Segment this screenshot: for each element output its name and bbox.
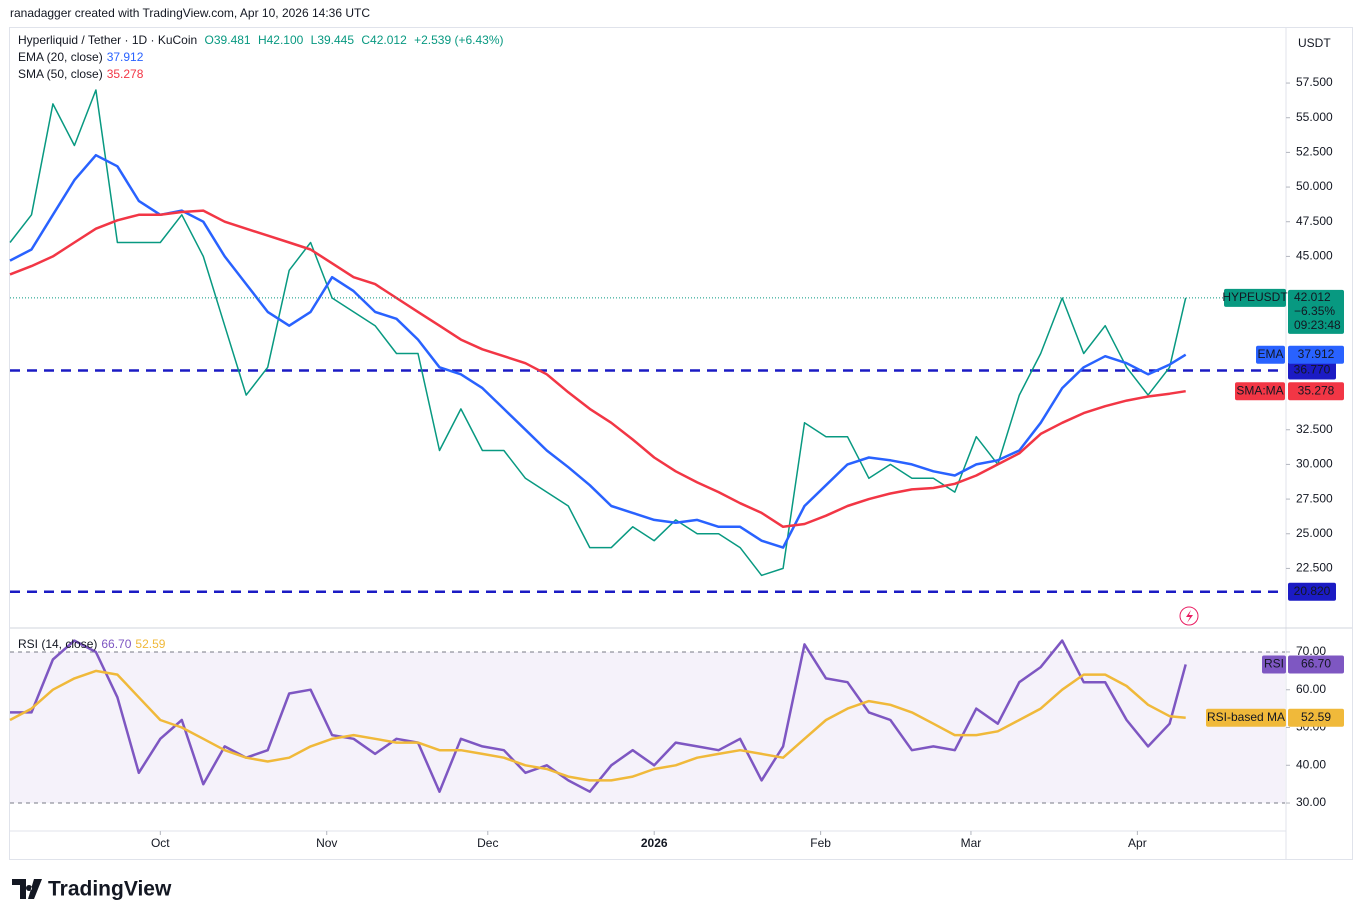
author-line: ranadagger created with TradingView.com,…	[10, 6, 370, 20]
rsi-ma-badge-value-box	[1288, 708, 1344, 727]
legend-entry: SMA (50, close) 35.278	[18, 67, 144, 81]
level-label-box	[1288, 361, 1336, 380]
series-badge-name-box	[1235, 382, 1285, 401]
x-tick-label: Oct	[151, 836, 170, 850]
x-tick-label: Apr	[1128, 836, 1147, 850]
y-tick-label: 70.00	[1296, 644, 1326, 658]
series-badge-value-box	[1288, 345, 1344, 364]
series-line	[9, 209, 1186, 529]
legend-name: EMA (20, close)	[18, 50, 103, 64]
close: C42.012	[361, 33, 407, 47]
series-badge-value: 37.912	[1298, 347, 1335, 361]
y-tick-label: 25.000	[1296, 526, 1333, 540]
series-badge-name: SMA:MA	[1236, 383, 1283, 397]
rsi-band	[10, 651, 1285, 804]
currency: USDT	[1298, 36, 1331, 50]
series-line	[9, 153, 1187, 549]
event-icon-bolt	[1186, 610, 1193, 623]
price-badge-value: 42.012	[1294, 290, 1331, 304]
legend-name: RSI (14, close)	[18, 637, 97, 651]
y-tick-label: 40.00	[1296, 757, 1326, 771]
y-tick-label: 30.000	[1296, 457, 1333, 471]
y-tick-label: 52.500	[1296, 145, 1333, 159]
series-line	[9, 669, 1186, 782]
y-tick-label: 30.00	[1296, 795, 1326, 809]
rsi-ma-badge-name: RSI-based MA	[1207, 710, 1285, 724]
y-tick-label: 32.500	[1296, 422, 1333, 436]
y-tick-label: 60.00	[1296, 682, 1326, 696]
rsi-badge-name: RSI	[1264, 657, 1284, 671]
series-badge-value-box	[1288, 382, 1344, 401]
low: L39.445	[311, 33, 355, 47]
change: +2.539 (+6.43%)	[414, 33, 503, 47]
level-label: 36.770	[1294, 363, 1331, 377]
x-tick-label: 2026	[641, 836, 668, 850]
legend-value: 66.70	[101, 637, 131, 651]
rsi-badge-value-box	[1288, 655, 1344, 674]
level-label: 20.820	[1294, 584, 1331, 598]
y-tick-label: 57.500	[1296, 75, 1333, 89]
series-badge-name-box	[1256, 345, 1285, 364]
rsi-legend: RSI (14, close) 66.70 52.59	[18, 637, 166, 651]
rsi-ma-badge-name-box	[1206, 708, 1286, 727]
legend-name: SMA (50, close)	[18, 67, 103, 81]
level-label-box	[1288, 582, 1336, 601]
legend-entry: EMA (20, close) 37.912	[18, 50, 144, 64]
rsi-badge-value: 66.70	[1301, 657, 1331, 671]
price-badge-line: −6.35%	[1294, 304, 1335, 318]
x-tick-label: Nov	[316, 836, 337, 850]
x-tick-label: Mar	[961, 836, 982, 850]
y-tick-label: 55.000	[1296, 110, 1333, 124]
y-tick-label: 47.500	[1296, 214, 1333, 228]
rsi-ma-badge-value: 52.59	[1301, 710, 1331, 724]
price-badge-box	[1288, 289, 1344, 334]
legend-value: 52.59	[135, 637, 165, 651]
open: O39.481	[205, 33, 251, 47]
symbol-badge-box	[1224, 288, 1286, 307]
series-badge-value: 35.278	[1298, 383, 1335, 397]
logo-mark	[12, 879, 42, 899]
x-tick-label: Dec	[477, 836, 498, 850]
y-tick-label: 45.000	[1296, 249, 1333, 263]
rsi-badge-name-box	[1262, 655, 1286, 674]
price-badge-line: 09:23:48	[1294, 318, 1341, 332]
frame	[9, 27, 1353, 860]
y-tick-label: 50.000	[1296, 179, 1333, 193]
symbol-badge: HYPEUSDT	[1222, 290, 1288, 304]
legend-value: 35.278	[107, 67, 144, 81]
series-badge-name: EMA	[1257, 347, 1283, 361]
y-tick-label: 22.500	[1296, 561, 1333, 575]
series-line	[10, 639, 1187, 793]
high: H42.100	[258, 33, 304, 47]
symbol-legend: Hyperliquid / Tether · 1D · KuCoin O39.4…	[18, 33, 504, 47]
symbol: Hyperliquid / Tether · 1D · KuCoin	[18, 33, 197, 47]
y-tick-label: 27.500	[1296, 491, 1333, 505]
logo-text: TradingView	[48, 878, 172, 901]
x-tick-label: Feb	[810, 836, 831, 850]
legend-value: 37.912	[107, 50, 144, 64]
